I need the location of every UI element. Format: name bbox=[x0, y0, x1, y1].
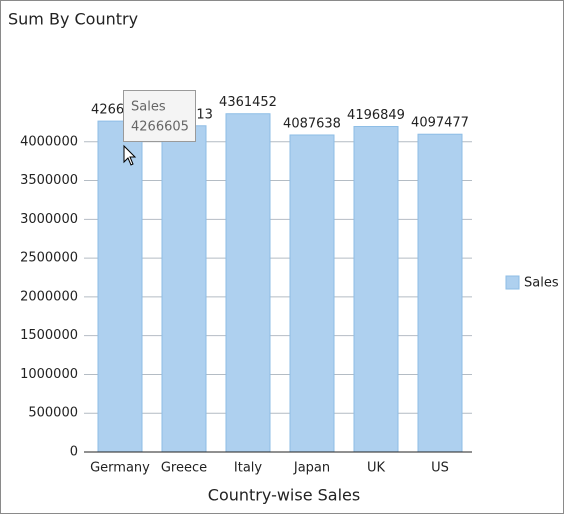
legend-swatch bbox=[505, 275, 520, 290]
tooltip-box bbox=[123, 90, 196, 142]
plot: 0 500000 1000000 1500000 2000000 2500000 30000… bbox=[20, 95, 559, 475]
x-axis-title: Country-wise Sales bbox=[208, 486, 360, 505]
y-tick-label: 0 bbox=[70, 445, 78, 460]
tooltip: Sales 4266605 bbox=[123, 90, 196, 142]
x-tick-label: Germany bbox=[90, 461, 150, 476]
data-label: 4097477 bbox=[411, 116, 469, 131]
y-tick-label: 2000000 bbox=[20, 289, 78, 304]
y-tick-label: 3500000 bbox=[20, 173, 78, 188]
chart-title: Sum By Country bbox=[8, 10, 138, 29]
x-tick-label: US bbox=[431, 461, 449, 476]
y-tick-label: 500000 bbox=[28, 406, 78, 421]
bar bbox=[417, 133, 463, 453]
y-tick-label: 3000000 bbox=[20, 212, 78, 227]
y-tick-label: 4000000 bbox=[20, 134, 78, 149]
data-label: 4196849 bbox=[347, 108, 405, 123]
bar bbox=[289, 134, 335, 453]
tooltip-value: 4266605 bbox=[131, 120, 189, 135]
y-tick-label: 1000000 bbox=[20, 367, 78, 382]
cursor bbox=[123, 144, 137, 166]
y-tick-label: 1500000 bbox=[20, 328, 78, 343]
x-tick-label: Italy bbox=[234, 461, 263, 476]
bar bbox=[225, 113, 271, 453]
legend-label: Sales bbox=[524, 276, 559, 291]
data-label: 4361452 bbox=[219, 95, 277, 110]
data-label: 4087638 bbox=[283, 116, 341, 131]
x-tick-label: Greece bbox=[161, 461, 207, 476]
x-tick-label: UK bbox=[367, 461, 386, 476]
bar bbox=[97, 120, 143, 453]
bar bbox=[353, 126, 399, 453]
bar bbox=[161, 125, 207, 453]
x-tick-label: Japan bbox=[293, 461, 330, 476]
tooltip-series: Sales bbox=[131, 100, 166, 115]
y-tick-label: 2500000 bbox=[20, 251, 78, 266]
